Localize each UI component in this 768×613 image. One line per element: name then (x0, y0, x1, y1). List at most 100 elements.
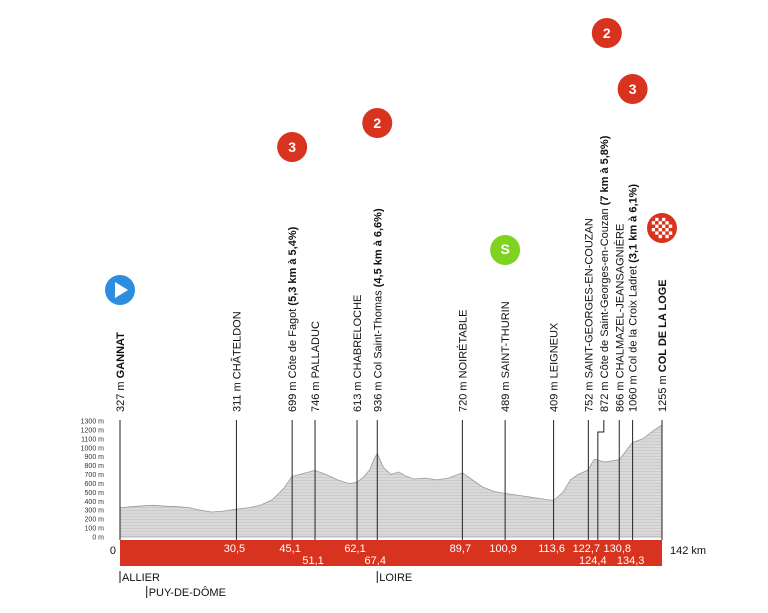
waypoint-label: 752 m SAINT-GEORGES-EN-COUZAN (583, 218, 595, 412)
checker-square (658, 234, 662, 239)
waypoint-altitude: 936 m (372, 378, 384, 412)
waypoint-altitude: 752 m (583, 378, 595, 412)
checker-square (668, 228, 673, 232)
checker-square (662, 221, 666, 225)
waypoint-altitude: 699 m (287, 378, 299, 412)
climb-category-badge (591, 18, 622, 48)
waypoint-name: GANNAT (115, 332, 127, 379)
waypoint-name: CHÂTELDON (230, 311, 243, 379)
y-tick-label: 600 m (85, 481, 105, 488)
y-tick-label: 0 m (92, 535, 104, 542)
play-arrow-icon (115, 282, 128, 298)
y-tick-label: 1100 m (81, 436, 104, 443)
sprint-icon-letter: S (500, 241, 509, 257)
climb-detail: (7 km à 5,8%) (599, 135, 611, 208)
checker-square (665, 228, 669, 232)
waypoint-label: 746 m PALLADUC (310, 321, 322, 412)
waypoint-label: 613 m CHABRELOCHE (352, 295, 364, 412)
waypoint-name: NOIRÉTABLE (456, 309, 469, 378)
km-marker-label: 134,3 (617, 555, 645, 567)
waypoint-name: LEIGNEUX (549, 322, 561, 378)
waypoint-name: CHABRELOCHE (352, 295, 364, 379)
elevation-profile (119, 424, 663, 538)
checker-square (662, 228, 666, 232)
checker-square (655, 221, 659, 225)
climb-category-badge (617, 74, 648, 104)
waypoint-altitude: 1255 m (657, 372, 669, 412)
km-marker-label: 89,7 (450, 543, 471, 555)
y-tick-label: 900 m (85, 454, 105, 461)
waypoint-name: COL DE LA LOGE (657, 279, 669, 372)
checker-square (665, 217, 669, 222)
climb-category-number: 3 (629, 81, 637, 97)
waypoint-altitude: 613 m (352, 378, 364, 412)
checker-square (662, 231, 666, 235)
km-marker-label: 67,4 (365, 555, 386, 567)
waypoint-name: Côte de Saint-Georges-en-Couzan (599, 208, 611, 378)
waypoint-altitude: 872 m (599, 378, 611, 412)
distance-bar-rect (120, 540, 662, 566)
waypoint-altitude: 311 m (231, 379, 243, 412)
checker-square (662, 217, 666, 222)
y-tick-label: 500 m (85, 490, 105, 497)
waypoint-line (597, 420, 605, 540)
waypoint-badges: 3 2 S 2 3 (105, 18, 677, 305)
region-label: PUY-DE-DÔME (149, 586, 226, 599)
checker-square (658, 221, 662, 225)
checker-square (668, 231, 673, 235)
waypoint-altitude: 866 m (614, 378, 626, 412)
checker-square (665, 231, 669, 235)
checker-square (651, 228, 656, 232)
km-marker-label: 122,7 (573, 543, 601, 555)
km-marker-label: 130,8 (603, 543, 631, 555)
checker-square (655, 234, 659, 239)
y-tick-label: 800 m (85, 463, 105, 470)
climb-category-number: 2 (603, 25, 611, 41)
waypoint-altitude: 409 m (549, 378, 561, 412)
y-tick-label: 300 m (85, 508, 105, 515)
y-tick-label: 200 m (85, 517, 105, 524)
km-marker-label: 30,5 (224, 543, 245, 555)
climb-category-badge (362, 108, 393, 138)
checker-square (665, 224, 669, 228)
climb-detail: (5,3 km à 5,4%) (287, 226, 299, 308)
km-marker-label: 100,9 (489, 543, 517, 555)
climb-category-number: 2 (373, 115, 381, 131)
waypoint-altitude: 720 m (457, 378, 469, 412)
checker-square (668, 221, 673, 225)
waypoint-label: 409 m LEIGNEUX (549, 322, 561, 412)
waypoint-name: Col de la Croix Ladret (628, 266, 640, 372)
waypoint-label: 699 m Côte de Fagot (5,3 km à 5,4%) (287, 226, 299, 412)
y-tick-label: 700 m (85, 472, 105, 479)
region-labels: ALLIER PUY-DE-DÔME LOIRE (119, 571, 412, 599)
checker-square (655, 231, 659, 235)
region-label: LOIRE (379, 572, 412, 584)
climb-category-badge (277, 132, 308, 162)
checker-square (651, 231, 656, 235)
km-marker-label: 124,4 (579, 555, 607, 567)
y-tick-label: 1200 m (81, 427, 105, 434)
checker-square (658, 228, 662, 232)
waypoint-altitude: 327 m (115, 378, 127, 412)
waypoint-name: Côte de Fagot (287, 309, 299, 379)
y-axis: 0 m 100 m 200 m 300 m 400 m 500 m 600 m 700 m 80… (81, 419, 105, 542)
waypoint-name: Col Saint-Thomas (372, 290, 384, 379)
waypoint-labels: 327 m GANNAT 311 m CHÂTELDON 699 m Côte de… (115, 135, 669, 412)
waypoint-altitude: 489 m (500, 378, 512, 412)
y-tick-label: 1300 m (81, 419, 105, 426)
checker-square (651, 221, 656, 225)
climb-category-number: 3 (288, 139, 296, 155)
checker-square (662, 234, 666, 239)
checker-square (658, 231, 662, 235)
climb-detail: (3,1 km à 6,1%) (628, 184, 640, 266)
checker-square (658, 217, 662, 222)
distance-bar: 0 142 km 30,5 45,151,1 62,167,4 89,7 100,9 113,… (110, 540, 706, 567)
km-marker-label: 62,1 (344, 543, 365, 555)
y-tick-label: 1000 m (81, 445, 105, 452)
checker-square (658, 224, 662, 228)
checker-square (655, 228, 659, 232)
checker-square (655, 217, 659, 222)
waypoint-label: 327 m GANNAT (115, 332, 127, 412)
waypoint-lines (119, 420, 663, 540)
